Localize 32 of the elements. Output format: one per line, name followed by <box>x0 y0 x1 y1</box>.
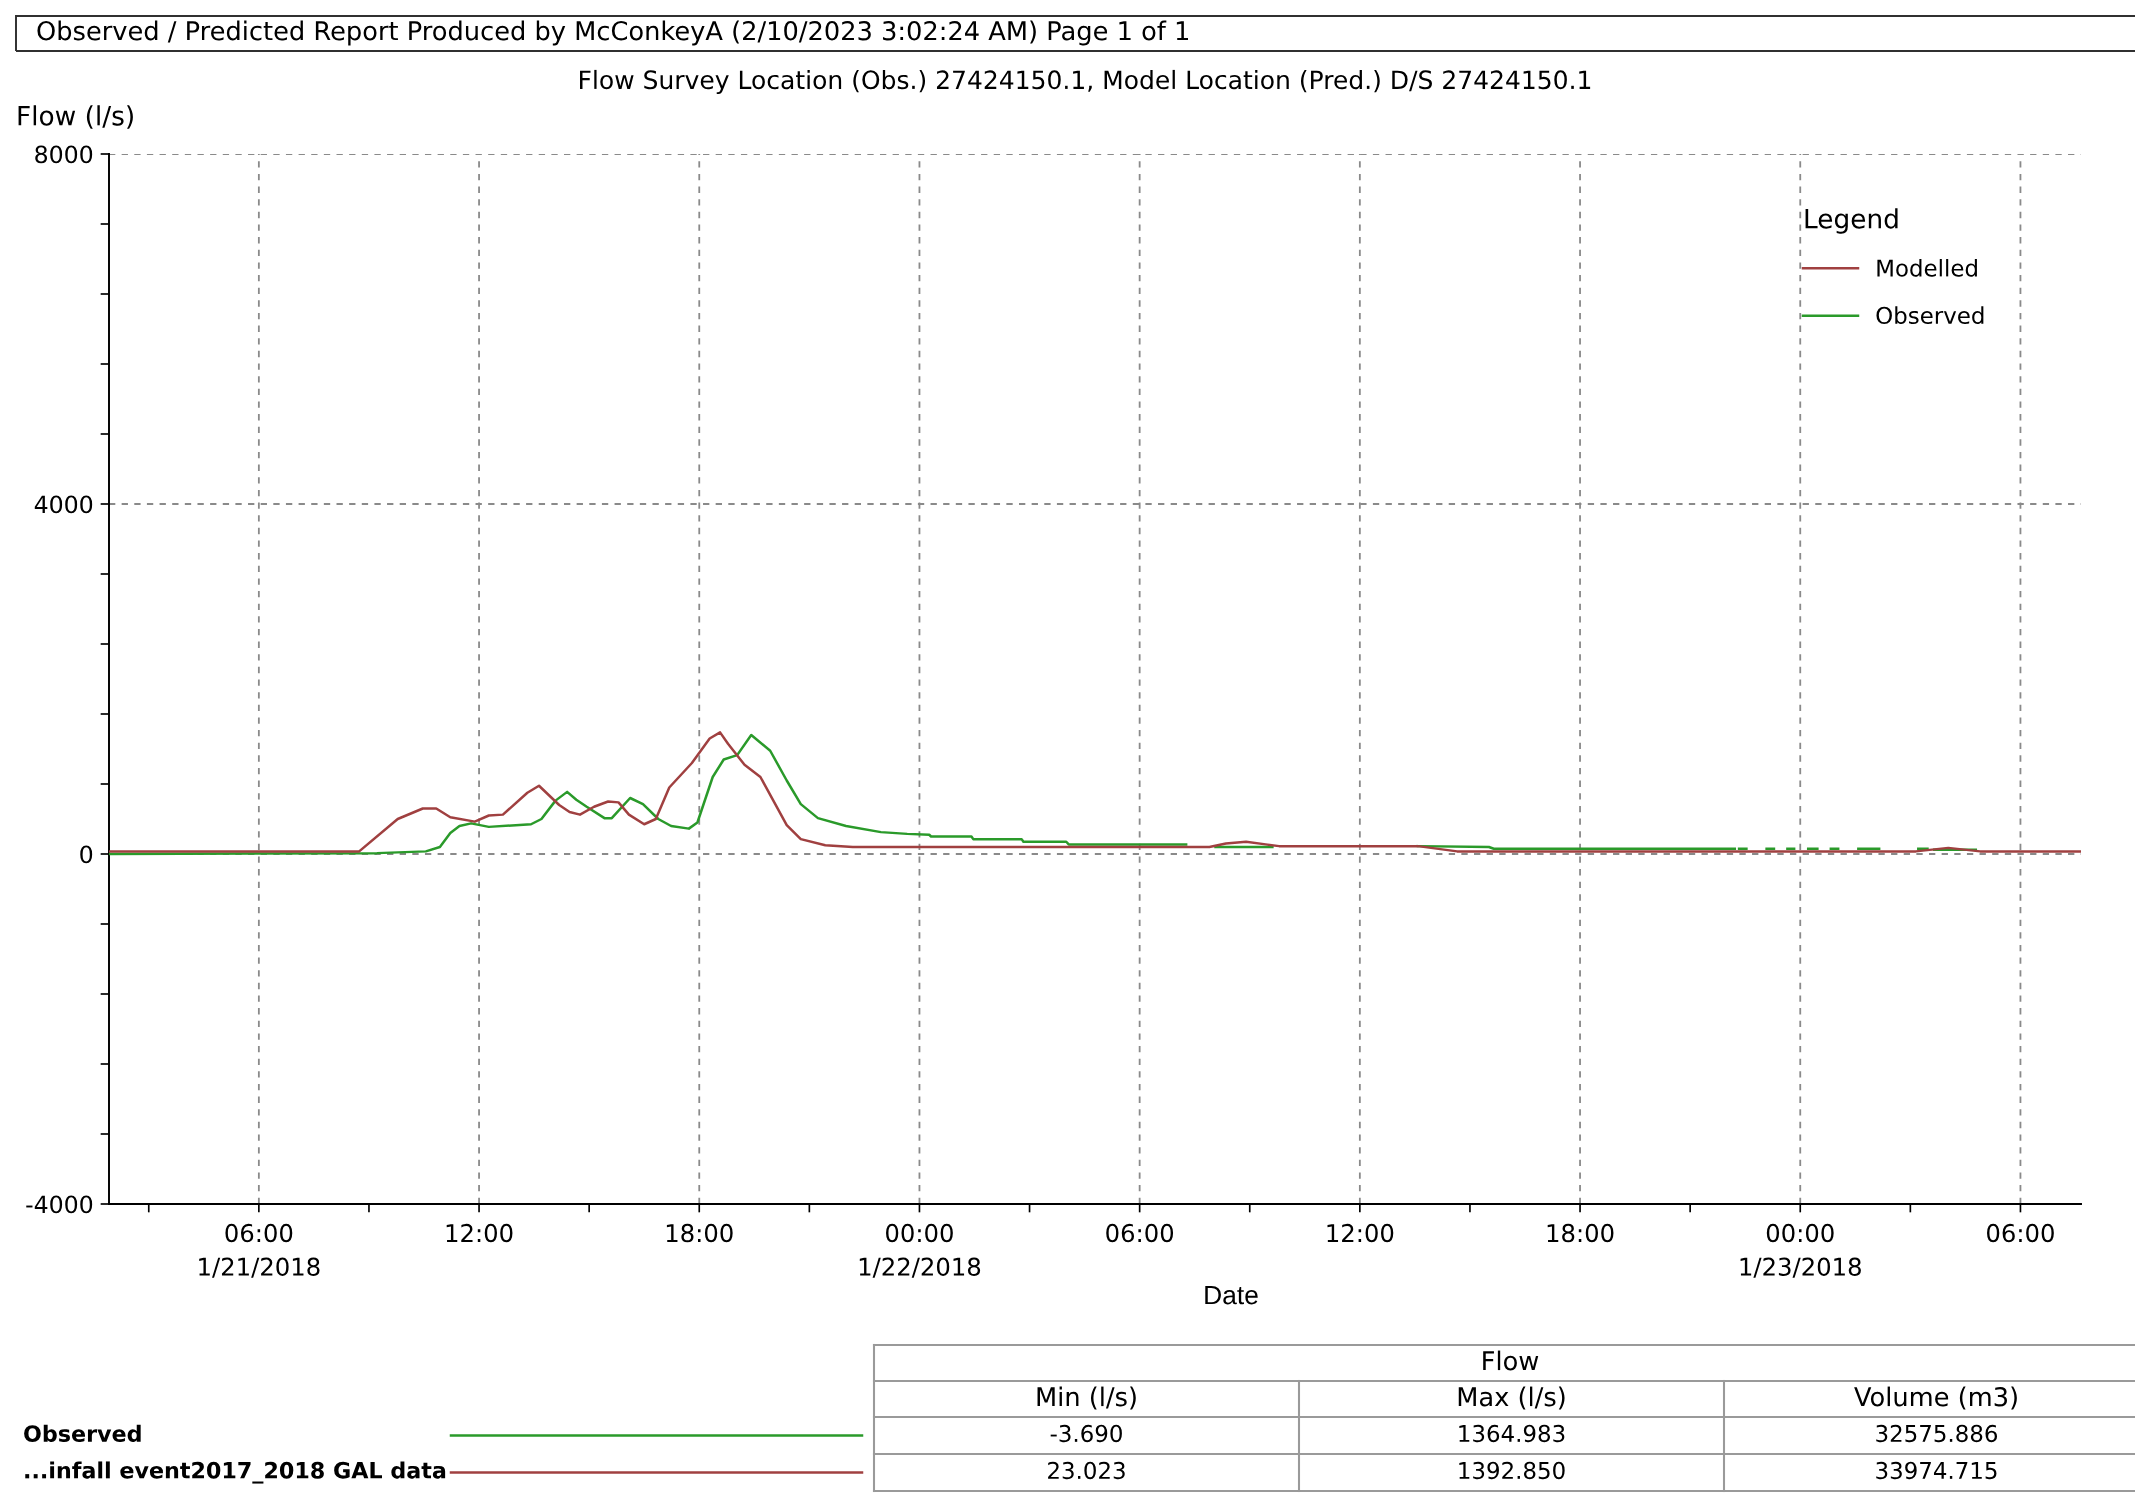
text: 23.023 <box>1048 1461 1125 1480</box>
text: Min (l/s) <box>1037 1386 1136 1410</box>
y-axis-title: Flow (l/s) <box>18 105 133 129</box>
text: Volume (m3) <box>1854 1386 2017 1410</box>
x-axis-title: Date <box>1205 1285 1258 1305</box>
y-tick-label: 4000 <box>34 495 93 514</box>
x-tick-label: 18:00 <box>1547 1223 1614 1243</box>
y-tick-label: 8000 <box>35 145 93 164</box>
legend-title: Legend <box>1805 208 1898 234</box>
legend-label: Modelled <box>1877 258 1977 277</box>
text: Max (l/s) <box>1458 1386 1565 1410</box>
text: Flow <box>1483 1350 1539 1371</box>
text: 32575.886 <box>1876 1424 1998 1443</box>
chart-title: Flow Survey Location (Obs.) 27424150.1, Model Location (Pred.) D/S 27424150.1 <box>580 69 1591 95</box>
y-tick-label: -4000 <box>26 1195 93 1214</box>
text: ...infall event2017_2018 GAL data <box>25 1461 446 1484</box>
text: 1392.850 <box>1459 1461 1565 1480</box>
x-tick-label: 06:00 <box>1987 1223 2054 1243</box>
x-tick-label: 00:00 1/22/2018 <box>859 1223 981 1278</box>
x-tick-label: 12:00 <box>446 1223 513 1243</box>
text: Observed / Predicted Report Produced by McConkeyA (2/10/2023 3:02:24 AM) Page 1 of 1 <box>37 20 1188 46</box>
text: 1364.983 <box>1459 1424 1565 1443</box>
text: 33974.715 <box>1876 1461 1997 1480</box>
text: -3.690 <box>1050 1424 1122 1443</box>
y-tick-label: 0 <box>80 845 93 864</box>
x-tick-label: 18:00 <box>666 1223 733 1243</box>
x-tick-label: 00:00 1/23/2018 <box>1740 1223 1861 1278</box>
x-tick-label: 06:00 <box>1106 1223 1174 1243</box>
x-tick-label: 12:00 <box>1327 1223 1394 1243</box>
text: Observed <box>24 1424 141 1442</box>
x-tick-label: 06:00 1/21/2018 <box>199 1223 320 1278</box>
legend-label: Observed <box>1876 306 1984 325</box>
